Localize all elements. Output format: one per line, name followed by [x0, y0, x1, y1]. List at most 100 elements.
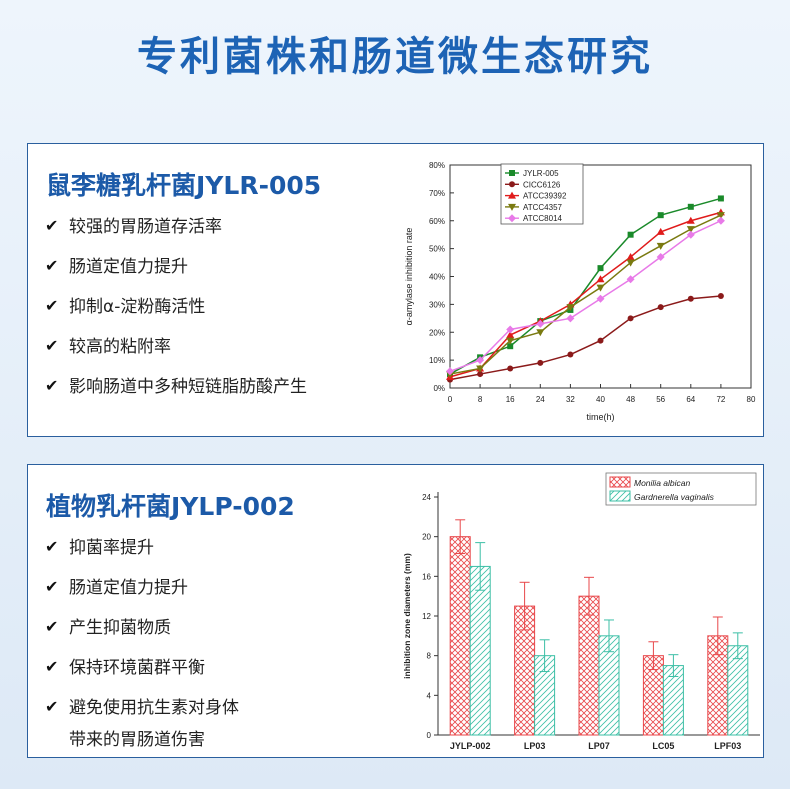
- y-tick-label: 12: [422, 612, 431, 621]
- y-tick-label: 8: [427, 652, 432, 661]
- y-tick-label: 20%: [429, 328, 445, 337]
- legend-label: ATCC39392: [523, 192, 567, 201]
- bar: [449, 536, 471, 736]
- bar: [578, 595, 600, 736]
- series-line: [449, 214, 722, 375]
- feature-text: 抑制α-淀粉酶活性: [69, 297, 206, 317]
- legend-marker: [509, 181, 515, 188]
- feature-item: ✔ 影响肠道中多种短链脂肪酸产生: [45, 376, 307, 416]
- x-tick-label: 64: [686, 395, 695, 404]
- data-point: [567, 351, 574, 358]
- check-icon: ✔: [45, 697, 59, 716]
- feature-text: 保持环境菌群平衡: [69, 658, 205, 678]
- data-point: [687, 295, 694, 302]
- legend-marker: [508, 214, 516, 223]
- y-tick-label: 4: [427, 691, 432, 700]
- data-point: [446, 367, 454, 376]
- series-cicc6126: [447, 293, 724, 383]
- check-icon: ✔: [45, 617, 59, 636]
- data-point: [627, 315, 634, 322]
- y-tick-label: 0: [427, 731, 432, 740]
- feature-text: 影响肠道中多种短链脂肪酸产生: [69, 377, 307, 397]
- x-tick-label: 24: [536, 395, 545, 404]
- data-point: [656, 242, 665, 250]
- y-axis-label: α-amylase inhibition rate: [404, 228, 414, 326]
- data-point: [717, 293, 724, 300]
- legend-box: [605, 472, 757, 506]
- data-point: [536, 319, 545, 328]
- page-title: 专利菌株和肠道微生态研究: [137, 34, 653, 80]
- data-point: [656, 227, 665, 235]
- y-tick-label: 80%: [429, 161, 445, 170]
- feature-text: 较强的胃肠道存活率: [69, 217, 222, 237]
- feature-item: ✔ 肠道定值力提升: [45, 256, 307, 296]
- y-tick-label: 24: [422, 493, 431, 502]
- x-tick-label: 80: [747, 395, 756, 404]
- feature-item: ✔ 产生抑菌物质: [45, 617, 239, 657]
- series-atcc8014: [446, 216, 725, 376]
- y-tick-label: 50%: [429, 245, 445, 254]
- data-point: [476, 356, 485, 365]
- data-point: [596, 294, 605, 303]
- series-line: [449, 220, 722, 372]
- feature-item: ✔ 避免使用抗生素对身体 带来的胃肠道伤害: [45, 697, 239, 757]
- series-jylr-005: [447, 195, 724, 378]
- strain-card-jylp002: 植物乳杆菌JYLP-002 ✔ 抑菌率提升 ✔ 肠道定值力提升 ✔ 产生抑菌物质 ✔ 保…: [27, 464, 764, 758]
- data-point: [566, 304, 575, 312]
- y-tick-label: 0%: [433, 384, 445, 393]
- x-tick-label: 8: [478, 395, 483, 404]
- feature-item: ✔ 较强的胃肠道存活率: [45, 216, 307, 256]
- feature-item: ✔ 较高的粘附率: [45, 336, 307, 376]
- check-icon: ✔: [45, 336, 59, 355]
- y-tick-label: 30%: [429, 300, 445, 309]
- data-point: [537, 359, 544, 366]
- legend-label: CICC6126: [523, 180, 561, 189]
- feature-list: ✔ 抑菌率提升 ✔ 肠道定值力提升 ✔ 产生抑菌物质 ✔ 保持环境菌群平衡 ✔ 避免使用抗…: [45, 537, 239, 757]
- data-point: [507, 343, 514, 350]
- feature-item: ✔ 抑菌率提升: [45, 537, 239, 577]
- data-point: [686, 226, 695, 234]
- legend-swatch: [609, 490, 631, 502]
- data-point: [626, 275, 635, 284]
- legend-label: Gardnerella vaginalis: [634, 492, 715, 502]
- x-tick-label: 16: [506, 395, 515, 404]
- legend-marker: [509, 170, 515, 176]
- x-tick-label: LC05: [652, 741, 674, 751]
- x-tick-label: LP07: [588, 741, 610, 751]
- feature-text: 肠道定值力提升: [69, 257, 188, 277]
- card-title: 植物乳杆菌JYLP-002: [46, 492, 295, 521]
- x-tick-label: 40: [596, 395, 605, 404]
- bar: [469, 565, 491, 736]
- x-tick-label: JYLP-002: [450, 741, 491, 751]
- data-point: [626, 252, 635, 260]
- card-title: 鼠李糖乳杆菌JYLR-005: [46, 171, 322, 200]
- feature-item: ✔ 保持环境菌群平衡: [45, 657, 239, 697]
- data-point: [627, 231, 634, 238]
- feature-text: 产生抑菌物质: [69, 618, 171, 638]
- data-point: [657, 212, 664, 219]
- legend-marker: [508, 203, 516, 211]
- y-axis-label: inhibition zone diameters (mm): [402, 553, 412, 679]
- y-tick-label: 60%: [429, 217, 445, 226]
- legend-label: JYLR-005: [523, 169, 559, 178]
- data-point: [506, 325, 515, 334]
- data-point: [597, 337, 604, 344]
- x-tick-label: LPF03: [714, 741, 741, 751]
- data-point: [716, 212, 725, 220]
- series-line: [449, 295, 721, 381]
- strain-card-jylr005: 鼠李糖乳杆菌JYLR-005 ✔ 较强的胃肠道存活率 ✔ 肠道定值力提升 ✔ 抑制α-…: [27, 143, 764, 437]
- data-point: [566, 314, 575, 323]
- feature-text: 肠道定值力提升: [69, 578, 188, 598]
- y-tick-label: 20: [422, 533, 431, 542]
- legend-label: Monilia albican: [634, 478, 690, 488]
- x-tick-label: 32: [566, 395, 575, 404]
- data-point: [476, 365, 485, 373]
- data-point: [477, 371, 484, 378]
- check-icon: ✔: [45, 537, 59, 556]
- data-point: [536, 329, 545, 337]
- data-point: [716, 216, 725, 225]
- data-point: [717, 195, 724, 202]
- y-tick-label: 70%: [429, 189, 445, 198]
- data-point: [687, 203, 694, 210]
- data-point: [596, 284, 605, 292]
